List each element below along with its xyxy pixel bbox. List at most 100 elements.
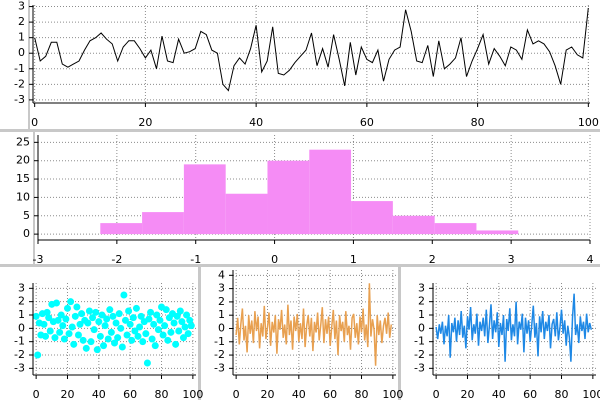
x-tick-label: 100 [382,388,403,400]
bar [476,230,519,235]
point [131,327,139,335]
y-tick-label: 3 [218,282,225,295]
point [54,316,62,324]
y-tick-label: 2 [18,295,25,308]
point [78,310,86,318]
point [53,299,61,307]
point [159,331,167,339]
point [70,340,78,348]
point [43,308,51,316]
point [92,308,100,316]
bar [142,212,184,235]
y-tick-label: 1 [18,31,25,44]
point [57,311,65,319]
separator [0,129,600,132]
point [87,338,95,346]
point [129,314,137,322]
x-tick-label: 0 [33,388,40,400]
point [71,312,79,320]
y-tick-label: -3 [14,361,25,374]
y-tick-label: 15 [16,172,30,185]
point [136,323,144,331]
line [235,283,393,366]
point [68,323,76,331]
x-tick-label: 100 [582,388,600,400]
point [104,335,112,343]
bar [183,164,226,235]
y-tick-label: 10 [16,190,30,203]
point [111,339,118,347]
point [79,336,87,344]
point [161,322,169,330]
y-tick-label: -2 [14,77,25,90]
point [109,312,117,320]
point [154,326,162,334]
point [100,342,108,350]
point [118,343,126,351]
x-tick-label: 40 [249,116,263,129]
point [147,308,155,316]
separator [33,132,35,264]
x-tick-label: 40 [92,388,106,400]
x-tick-label: 100 [578,116,599,129]
y-tick-label: 3 [18,0,25,13]
point [106,306,114,314]
point [126,320,134,328]
y-tick-label: 1 [18,308,25,321]
y-tick-label: -2 [414,348,425,361]
point [178,318,186,326]
y-tick-label: 3 [18,281,25,294]
point [139,338,147,346]
point [143,359,151,367]
point [32,312,40,320]
point [170,319,178,327]
y-tick-label: 0 [18,46,25,59]
y-tick-label: -3 [214,361,225,374]
point [76,320,84,328]
bar [309,149,352,235]
point [175,327,183,335]
point [148,335,156,343]
point [98,311,106,319]
x-tick-label: 60 [323,388,337,400]
y-tick-label: -3 [14,93,25,106]
point [63,304,71,312]
y-tick-label: 20 [16,154,30,167]
point [90,326,98,334]
x-tick-label: 100 [182,388,203,400]
point [176,307,184,315]
y-tick-label: 25 [16,135,30,148]
y-tick-label: 0 [218,321,225,334]
y-tick-label: -2 [214,348,225,361]
point [183,311,191,319]
point [59,322,67,330]
point [125,307,133,315]
point [60,335,68,343]
x-tick-label: 80 [355,388,369,400]
bar [351,201,393,235]
x-tick-label: 0 [31,116,38,129]
y-tick-label: -1 [14,62,25,75]
point [112,319,120,327]
point [186,316,194,324]
y-tick-label: -2 [14,348,25,361]
y-tick-label: 0 [18,321,25,334]
bar [267,160,310,235]
point [89,314,97,322]
point [74,331,82,339]
point [156,316,164,324]
point [145,315,153,323]
point [107,328,115,336]
point [56,328,64,336]
point [95,318,103,326]
point [151,342,159,350]
x-tick-label: 20 [138,116,152,129]
bar [225,193,268,235]
point [85,307,93,315]
point [67,298,75,306]
x-tick-label: 80 [471,116,485,129]
point [181,323,189,331]
point [167,328,175,336]
point [132,304,140,312]
point [45,314,53,322]
